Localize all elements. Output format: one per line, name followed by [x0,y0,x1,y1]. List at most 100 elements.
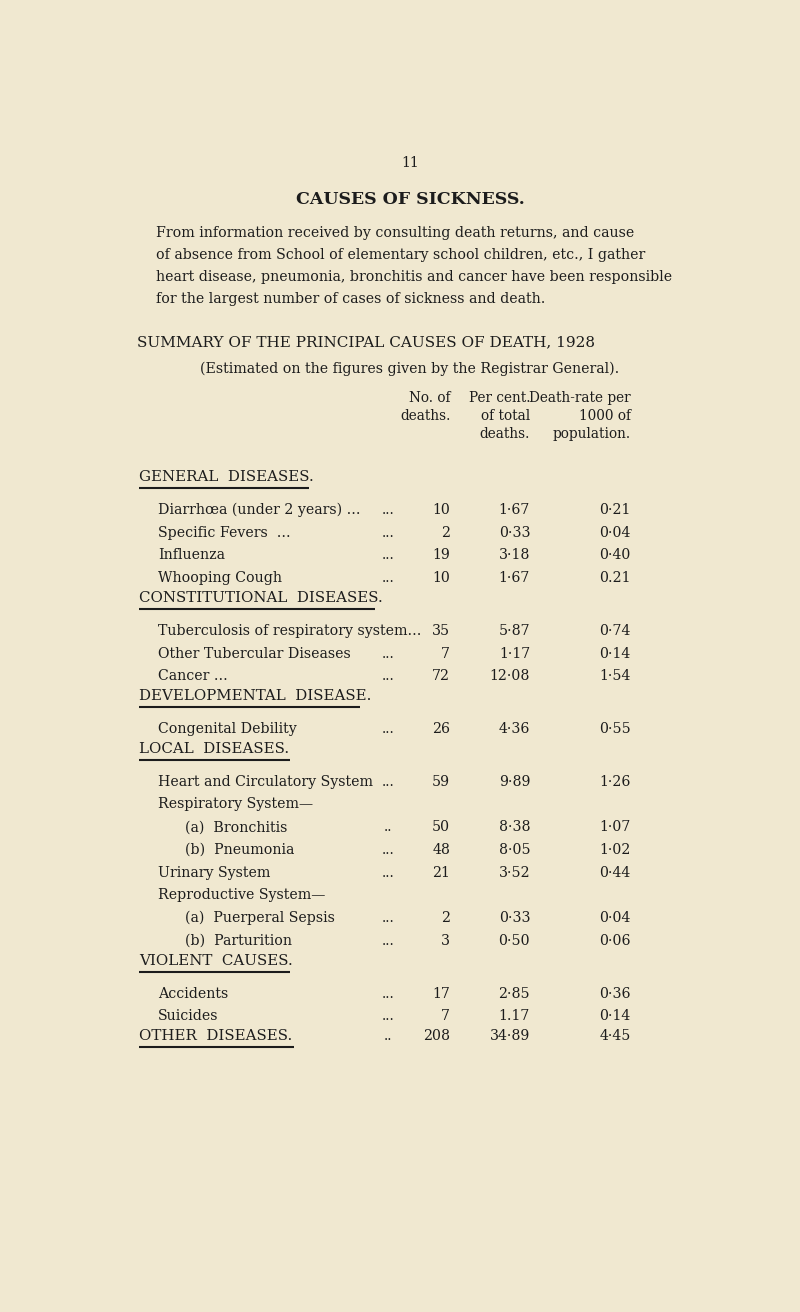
Text: population.: population. [553,428,631,441]
Text: 1·02: 1·02 [599,842,631,857]
Text: 8·38: 8·38 [498,820,530,834]
Text: 0·55: 0·55 [599,722,631,736]
Text: 21: 21 [433,866,450,879]
Text: 4·36: 4·36 [498,722,530,736]
Text: ...: ... [382,866,394,879]
Text: ...: ... [382,911,394,925]
Text: 48: 48 [433,842,450,857]
Text: 2: 2 [442,526,450,539]
Text: 7: 7 [442,1009,450,1023]
Text: 0·33: 0·33 [498,526,530,539]
Text: 0·33: 0·33 [498,911,530,925]
Text: (a)  Bronchitis: (a) Bronchitis [186,820,288,834]
Text: 1·07: 1·07 [599,820,631,834]
Text: Other Tubercular Diseases: Other Tubercular Diseases [158,647,351,660]
Text: 59: 59 [432,775,450,789]
Text: Suicides: Suicides [158,1009,218,1023]
Text: (a)  Puerperal Sepsis: (a) Puerperal Sepsis [186,911,335,925]
Text: 50: 50 [432,820,450,834]
Text: 35: 35 [432,623,450,638]
Text: 0·04: 0·04 [599,911,631,925]
Text: 208: 208 [423,1029,450,1043]
Text: ...: ... [382,934,394,947]
Text: (b)  Pneumonia: (b) Pneumonia [186,842,294,857]
Text: 26: 26 [432,722,450,736]
Text: 0·14: 0·14 [600,647,631,660]
Text: ...: ... [382,775,394,789]
Text: CAUSES OF SICKNESS.: CAUSES OF SICKNESS. [296,190,524,207]
Text: ...: ... [382,842,394,857]
Text: 1·67: 1·67 [498,502,530,517]
Text: ...: ... [382,669,394,684]
Text: 3·52: 3·52 [498,866,530,879]
Text: 8·05: 8·05 [498,842,530,857]
Text: deaths.: deaths. [480,428,530,441]
Text: of absence from School of elementary school children, etc., I gather: of absence from School of elementary sch… [156,248,645,262]
Text: Heart and Circulatory System: Heart and Circulatory System [158,775,373,789]
Text: of total: of total [481,409,530,422]
Text: ...: ... [382,548,394,563]
Text: 1·54: 1·54 [599,669,631,684]
Text: 0·74: 0·74 [599,623,631,638]
Text: Congenital Debility: Congenital Debility [158,722,297,736]
Text: ...: ... [382,722,394,736]
Text: 0·44: 0·44 [600,866,631,879]
Text: Cancer ...: Cancer ... [158,669,228,684]
Text: LOCAL  DISEASES.: LOCAL DISEASES. [138,743,289,756]
Text: Respiratory System—: Respiratory System— [158,798,314,812]
Text: VIOLENT  CAUSES.: VIOLENT CAUSES. [138,954,293,968]
Text: (b)  Parturition: (b) Parturition [186,934,292,947]
Text: (Estimated on the figures given by the Registrar General).: (Estimated on the figures given by the R… [200,361,620,375]
Text: 1·17: 1·17 [499,647,530,660]
Text: 19: 19 [433,548,450,563]
Text: 0·50: 0·50 [498,934,530,947]
Text: DEVELOPMENTAL  DISEASE.: DEVELOPMENTAL DISEASE. [138,689,371,703]
Text: SUMMARY OF THE PRINCIPAL CAUSES OF DEATH, 1928: SUMMARY OF THE PRINCIPAL CAUSES OF DEATH… [138,336,595,349]
Text: Urinary System: Urinary System [158,866,270,879]
Text: ...: ... [382,987,394,1001]
Text: OTHER  DISEASES.: OTHER DISEASES. [138,1029,292,1043]
Text: GENERAL  DISEASES.: GENERAL DISEASES. [138,470,314,484]
Text: 17: 17 [433,987,450,1001]
Text: Influenza: Influenza [158,548,225,563]
Text: 1·26: 1·26 [599,775,631,789]
Text: for the largest number of cases of sickness and death.: for the largest number of cases of sickn… [156,293,545,306]
Text: 2·85: 2·85 [498,987,530,1001]
Text: 0.21: 0.21 [599,571,631,585]
Text: Whooping Cough: Whooping Cough [158,571,282,585]
Text: 34·89: 34·89 [490,1029,530,1043]
Text: CONSTITUTIONAL  DISEASES.: CONSTITUTIONAL DISEASES. [138,592,382,605]
Text: ...: ... [382,502,394,517]
Text: 2: 2 [442,911,450,925]
Text: 72: 72 [432,669,450,684]
Text: ...: ... [382,526,394,539]
Text: Specific Fevers  ...: Specific Fevers ... [158,526,290,539]
Text: ...: ... [382,647,394,660]
Text: 0·21: 0·21 [599,502,631,517]
Text: No. of: No. of [409,391,450,405]
Text: deaths.: deaths. [400,409,450,422]
Text: 1000 of: 1000 of [579,409,631,422]
Text: Diarrhœa (under 2 years) ...: Diarrhœa (under 2 years) ... [158,502,361,517]
Text: 12·08: 12·08 [490,669,530,684]
Text: 1.17: 1.17 [498,1009,530,1023]
Text: 9·89: 9·89 [498,775,530,789]
Text: 1·67: 1·67 [498,571,530,585]
Text: 10: 10 [433,502,450,517]
Text: Per cent.: Per cent. [469,391,530,405]
Text: Reproductive System—: Reproductive System— [158,888,326,903]
Text: ...: ... [382,571,394,585]
Text: 0·40: 0·40 [599,548,631,563]
Text: 5·87: 5·87 [498,623,530,638]
Text: Death-rate per: Death-rate per [530,391,631,405]
Text: 0·14: 0·14 [600,1009,631,1023]
Text: 0·04: 0·04 [599,526,631,539]
Text: ...: ... [382,1009,394,1023]
Text: 0·06: 0·06 [599,934,631,947]
Text: 11: 11 [401,156,419,169]
Text: 3: 3 [442,934,450,947]
Text: 3·18: 3·18 [498,548,530,563]
Text: ..: .. [384,1029,393,1043]
Text: 4·45: 4·45 [599,1029,631,1043]
Text: From information received by consulting death returns, and cause: From information received by consulting … [156,226,634,240]
